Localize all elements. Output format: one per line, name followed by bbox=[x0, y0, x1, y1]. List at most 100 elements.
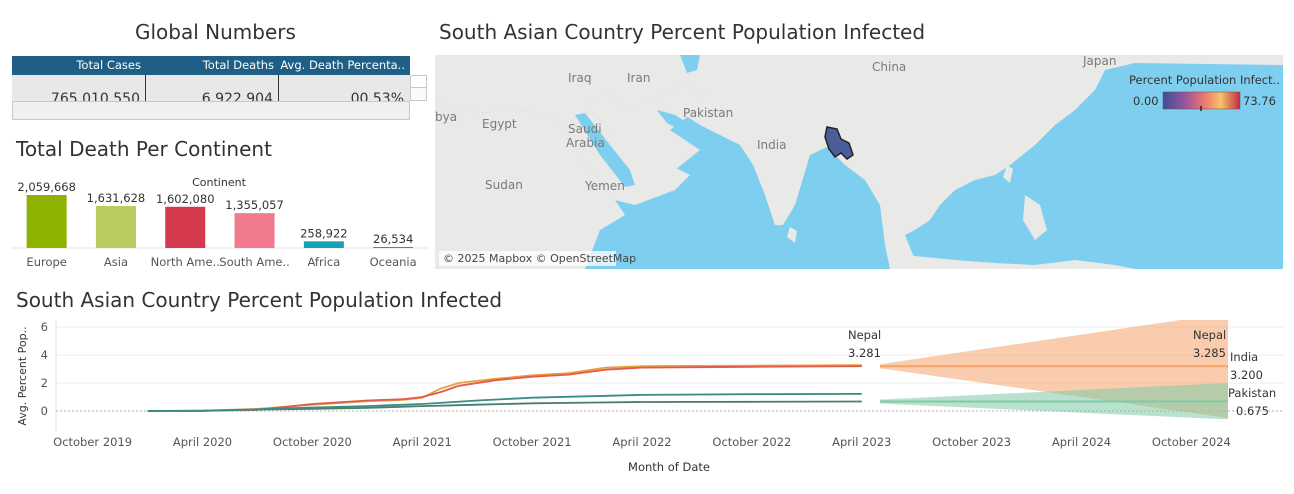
annotation-value: 0.675 bbox=[1236, 404, 1269, 418]
chart-annotations: Nepal 3.281 Nepal 3.285 India 3.200 Pakistan 0.… bbox=[848, 328, 1276, 418]
bar-2[interactable] bbox=[165, 206, 206, 248]
x-tick-label: October 2022 bbox=[712, 435, 791, 449]
x-tick-label: October 2023 bbox=[932, 435, 1011, 449]
annotation-label: Pakistan bbox=[1228, 386, 1276, 400]
annotation-label: Nepal bbox=[848, 328, 881, 342]
legend-min-label: 0.00 bbox=[1133, 94, 1159, 108]
x-tick-label: April 2022 bbox=[612, 435, 671, 449]
annotation-label: Nepal bbox=[1193, 328, 1226, 342]
africa-land bbox=[435, 103, 625, 269]
bar-1[interactable] bbox=[95, 206, 136, 248]
caspian-sea bbox=[680, 55, 700, 73]
category-label: Africa bbox=[307, 255, 340, 269]
cell-avg-death-percentage: 00.53% bbox=[350, 91, 404, 101]
map-label-iran: Iran bbox=[627, 71, 650, 85]
category-label: Asia bbox=[104, 255, 128, 269]
bar-5[interactable] bbox=[373, 247, 414, 248]
cell-total-deaths: 6,922,904 bbox=[201, 91, 273, 101]
bangladesh-highlight[interactable] bbox=[824, 126, 854, 160]
map-label-iraq: Iraq bbox=[568, 71, 591, 85]
table-row: 765,010,550 6,922,904 00.53% bbox=[12, 75, 410, 101]
bar-value-label: 1,631,628 bbox=[87, 191, 146, 205]
continent-axis-title: Continent bbox=[192, 176, 246, 189]
bar-value-label: 26,534 bbox=[373, 232, 413, 246]
continent-chart-title: Total Death Per Continent bbox=[16, 137, 272, 161]
bar-value-label: 1,602,080 bbox=[156, 192, 215, 206]
africa-arabia-land bbox=[435, 55, 725, 205]
bar-3[interactable] bbox=[234, 213, 275, 248]
vertical-scrollbar[interactable] bbox=[410, 75, 427, 101]
persian-gulf bbox=[657, 110, 690, 130]
attribution-background bbox=[439, 251, 616, 266]
map-label-japan: Japan bbox=[1082, 55, 1116, 68]
continent-bar-chart: Continent 2,059,668 Europe 1,631,628 Asia 1,… bbox=[12, 176, 428, 269]
global-numbers-title: Global Numbers bbox=[135, 20, 296, 44]
indonesia-land bbox=[905, 255, 1135, 269]
infection-line-chart: Avg. Percent Pop.. Month of Date 0 2 4 6 Oc… bbox=[16, 320, 1284, 474]
map-title: South Asian Country Percent Population I… bbox=[439, 20, 926, 44]
forecast-bands bbox=[880, 320, 1228, 420]
category-label: South Ame.. bbox=[219, 255, 290, 269]
y-tick-label: 0 bbox=[41, 404, 48, 418]
y-tick-label: 4 bbox=[41, 348, 48, 362]
map-label-pakistan: Pakistan bbox=[683, 106, 733, 120]
category-label: North Ame.. bbox=[151, 255, 220, 269]
arabia-land bbox=[585, 83, 705, 170]
continent-bars: 2,059,668 Europe 1,631,628 Asia 1,602,080 Nor… bbox=[17, 180, 416, 269]
x-tick-label: October 2024 bbox=[1152, 435, 1231, 449]
annotation-label: India bbox=[1230, 350, 1258, 364]
global-numbers-table: Total Cases Total Deaths Avg. Death Perc… bbox=[12, 56, 427, 120]
x-tick-label: October 2021 bbox=[493, 435, 572, 449]
map-label-arabia: Arabia bbox=[566, 136, 605, 150]
bar-0[interactable] bbox=[26, 195, 67, 248]
y-axis-ticks: 0 2 4 6 bbox=[41, 320, 48, 418]
column-divider bbox=[278, 75, 279, 101]
legend-max-label: 73.76 bbox=[1243, 94, 1276, 108]
y-tick-label: 2 bbox=[41, 376, 48, 390]
table-header-row: Total Cases Total Deaths Avg. Death Perc… bbox=[12, 56, 410, 75]
line-chart-title: South Asian Country Percent Population I… bbox=[16, 288, 503, 312]
x-tick-label: April 2024 bbox=[1052, 435, 1111, 449]
category-label: Europe bbox=[26, 255, 66, 269]
bar-value-label: 2,059,668 bbox=[17, 180, 76, 194]
map-attribution[interactable]: © 2025 Mapbox © OpenStreetMap bbox=[443, 252, 636, 265]
map-label-libya: bya bbox=[435, 110, 457, 124]
x-tick-label: April 2020 bbox=[173, 435, 232, 449]
x-axis-ticks: October 2019 April 2020 October 2020 April … bbox=[53, 435, 1231, 449]
philippines-land bbox=[1023, 195, 1047, 240]
y-tick-label: 6 bbox=[41, 320, 48, 334]
map-panel[interactable]: China Japan Iraq Iran Pakistan Egypt Sau… bbox=[435, 55, 1283, 269]
category-label: Oceania bbox=[370, 255, 417, 269]
sri-lanka-land bbox=[787, 227, 797, 243]
map-labels: China Japan Iraq Iran Pakistan Egypt Sau… bbox=[435, 55, 1116, 193]
asia-land bbox=[685, 55, 1283, 235]
southeast-asia-land bbox=[880, 205, 915, 269]
x-tick-label: October 2019 bbox=[53, 435, 132, 449]
map-label-china: China bbox=[872, 60, 906, 74]
red-sea bbox=[575, 113, 635, 187]
bar-value-label: 258,922 bbox=[300, 226, 348, 240]
annotation-value: 3.285 bbox=[1193, 346, 1226, 360]
map-label-sudan: Sudan bbox=[485, 178, 523, 192]
cell-total-cases: 765,010,550 bbox=[50, 91, 140, 101]
header-total-deaths[interactable]: Total Deaths bbox=[202, 58, 274, 72]
x-tick-label: April 2023 bbox=[832, 435, 891, 449]
series-lines bbox=[147, 364, 862, 412]
bar-value-label: 1,355,057 bbox=[225, 198, 284, 212]
x-axis-title: Month of Date bbox=[628, 460, 710, 474]
y-axis-title: Avg. Percent Pop.. bbox=[16, 326, 29, 425]
annotation-value: 3.281 bbox=[848, 346, 881, 360]
legend-title: Percent Population Infect.. bbox=[1129, 73, 1280, 87]
header-total-cases[interactable]: Total Cases bbox=[76, 58, 141, 72]
x-tick-label: October 2020 bbox=[273, 435, 352, 449]
map-label-egypt: Egypt bbox=[482, 117, 517, 131]
japan-land bbox=[1060, 60, 1100, 105]
bar-4[interactable] bbox=[303, 241, 344, 248]
horizontal-scrollbar[interactable] bbox=[12, 101, 410, 120]
header-avg-death-percentage[interactable]: Avg. Death Percenta.. bbox=[280, 58, 405, 72]
series-line[interactable] bbox=[147, 393, 862, 412]
map-legend[interactable]: Percent Population Infect.. 0.00 73.76 bbox=[1129, 73, 1280, 111]
series-line[interactable] bbox=[147, 365, 862, 412]
map-label-india: India bbox=[757, 138, 786, 152]
scroll-up-button[interactable] bbox=[411, 76, 426, 88]
